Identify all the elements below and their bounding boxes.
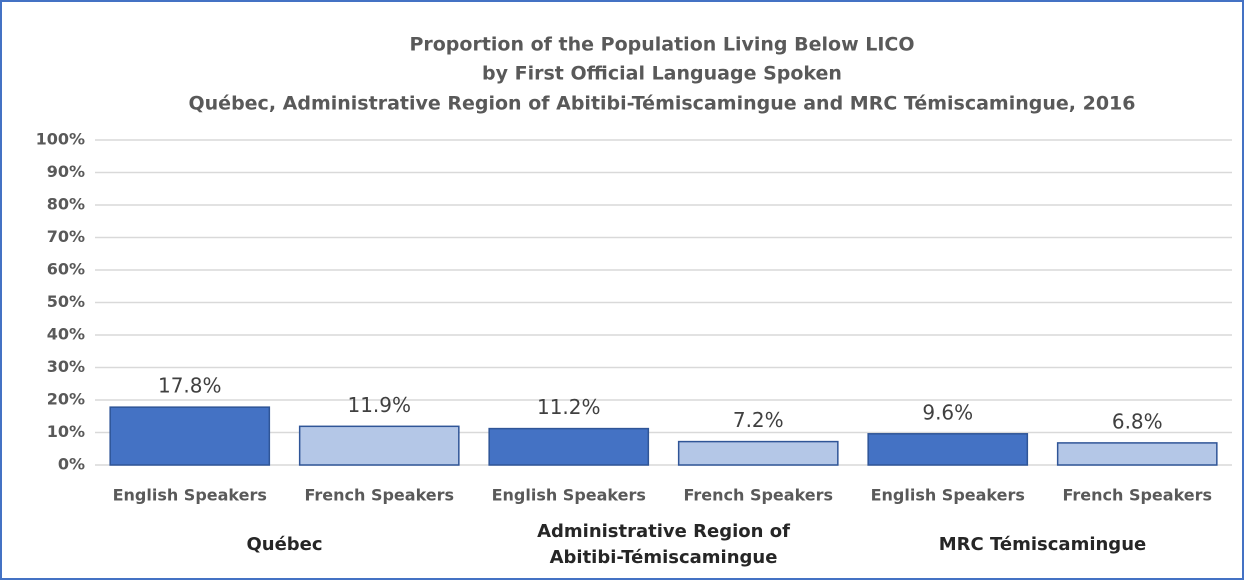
y-tick-label: 30% bbox=[47, 357, 85, 376]
x-tick-label: French Speakers bbox=[304, 486, 454, 505]
value-label: 7.2% bbox=[733, 408, 784, 432]
y-tick-label: 20% bbox=[47, 390, 85, 409]
bar bbox=[677, 440, 839, 466]
y-tick-label: 0% bbox=[58, 455, 85, 474]
chart-title: Proportion of the Population Living Belo… bbox=[409, 34, 914, 56]
group-label: Administrative Region of Abitibi-Témisca… bbox=[537, 521, 790, 568]
y-tick-label: 90% bbox=[47, 162, 85, 181]
chart-title: Québec, Administrative Region of Abitibi… bbox=[189, 93, 1136, 115]
x-tick-label: English Speakers bbox=[113, 486, 267, 505]
bar bbox=[1056, 442, 1218, 466]
x-tick-label: English Speakers bbox=[871, 486, 1025, 505]
group-label: Québec bbox=[246, 534, 323, 555]
bar bbox=[488, 427, 650, 466]
value-label: 11.9% bbox=[347, 393, 411, 417]
value-label: 9.6% bbox=[922, 400, 973, 424]
x-tick-label: French Speakers bbox=[1062, 486, 1212, 505]
y-tick-label: 10% bbox=[47, 422, 85, 441]
value-label: 11.2% bbox=[537, 395, 601, 419]
bar bbox=[298, 425, 460, 466]
bar bbox=[109, 406, 271, 466]
y-tick-label: 40% bbox=[47, 325, 85, 344]
x-tick-label: English Speakers bbox=[492, 486, 646, 505]
y-tick-label: 70% bbox=[47, 227, 85, 246]
bar bbox=[867, 433, 1029, 466]
y-tick-label: 100% bbox=[36, 130, 85, 149]
y-tick-label: 50% bbox=[47, 292, 85, 311]
chart-title: by First Official Language Spoken bbox=[482, 63, 842, 85]
y-tick-label: 60% bbox=[47, 260, 85, 279]
x-tick-label: French Speakers bbox=[683, 486, 833, 505]
value-label: 6.8% bbox=[1112, 409, 1163, 433]
group-label: MRC Témiscamingue bbox=[938, 534, 1147, 555]
value-label: 17.8% bbox=[158, 374, 222, 398]
y-tick-label: 80% bbox=[47, 195, 85, 214]
